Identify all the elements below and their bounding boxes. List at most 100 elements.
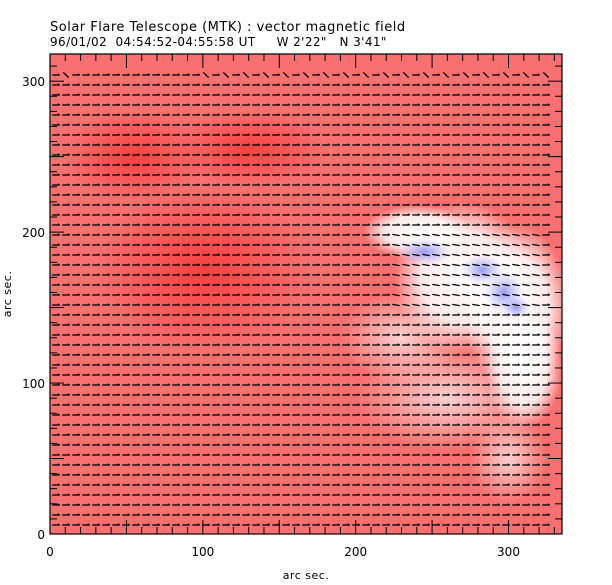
vector-arrowhead bbox=[117, 213, 121, 216]
vector-arrowhead bbox=[507, 463, 511, 466]
vector-arrowhead bbox=[267, 173, 271, 176]
vector-arrowhead bbox=[287, 403, 291, 406]
vector-arrowhead bbox=[467, 223, 471, 226]
vector-arrowhead bbox=[287, 453, 291, 456]
vector-arrowhead bbox=[327, 233, 331, 236]
vector-arrowhead bbox=[237, 343, 241, 346]
vector-arrowhead bbox=[227, 433, 231, 436]
vector-arrowhead bbox=[87, 483, 91, 486]
vector-arrowhead bbox=[57, 133, 61, 136]
vector-arrowhead bbox=[107, 83, 111, 86]
vector-arrowhead bbox=[217, 93, 221, 96]
vector-arrowhead bbox=[87, 253, 91, 256]
vector-arrowhead bbox=[467, 143, 471, 146]
vector-arrowhead bbox=[217, 293, 221, 296]
vector-arrowhead bbox=[427, 403, 431, 406]
vector-arrowhead bbox=[117, 423, 121, 426]
vector-arrowhead bbox=[137, 213, 141, 216]
vector-arrowhead bbox=[127, 73, 131, 76]
vector-arrowhead bbox=[287, 113, 291, 116]
vector-arrowhead bbox=[387, 483, 391, 486]
vector-arrowhead bbox=[307, 423, 311, 426]
vector-arrowhead bbox=[507, 513, 511, 516]
vector-arrowhead bbox=[417, 393, 421, 396]
vector-arrowhead bbox=[247, 333, 251, 336]
vector-arrowhead bbox=[57, 243, 61, 246]
vector-arrowhead bbox=[457, 103, 461, 106]
vector-arrowhead bbox=[87, 113, 91, 116]
vector-arrowhead bbox=[257, 333, 261, 336]
vector-arrowhead bbox=[167, 423, 171, 426]
vector-arrowhead bbox=[67, 93, 71, 96]
vector-arrowhead bbox=[187, 383, 191, 386]
vector-arrowhead bbox=[147, 443, 151, 446]
vector-arrowhead bbox=[337, 333, 341, 336]
vector-arrowhead bbox=[147, 413, 151, 416]
vector-arrowhead bbox=[87, 293, 91, 296]
vector-arrowhead bbox=[407, 393, 411, 396]
vector-arrowhead bbox=[147, 233, 151, 236]
vector-arrowhead bbox=[157, 93, 161, 96]
vector-arrow bbox=[402, 283, 410, 287]
vector-arrowhead bbox=[177, 363, 181, 366]
vector-arrowhead bbox=[197, 363, 201, 366]
vector-arrowhead bbox=[307, 313, 311, 316]
vector-arrowhead bbox=[157, 143, 161, 146]
vector-arrowhead bbox=[157, 173, 161, 176]
vector-arrowhead bbox=[327, 493, 331, 496]
vector-arrowhead bbox=[57, 483, 61, 486]
vector-arrowhead bbox=[157, 413, 161, 416]
vector-arrowhead bbox=[207, 133, 211, 136]
vector-arrowhead bbox=[337, 153, 341, 156]
vector-arrowhead bbox=[167, 263, 171, 266]
vector-arrowhead bbox=[57, 323, 61, 326]
vector-arrowhead bbox=[297, 353, 301, 356]
vector-arrowhead bbox=[107, 123, 111, 126]
vector-arrow bbox=[402, 233, 410, 237]
vector-arrowhead bbox=[147, 423, 151, 426]
vector-arrowhead bbox=[377, 333, 381, 336]
vector-arrowhead bbox=[497, 83, 501, 86]
vector-arrowhead bbox=[277, 83, 281, 86]
vector-arrowhead bbox=[417, 153, 421, 156]
vector-arrowhead bbox=[197, 193, 201, 196]
vector-arrowhead bbox=[187, 373, 191, 376]
vector-arrowhead bbox=[197, 303, 201, 306]
weak-field-region bbox=[470, 413, 547, 504]
vector-arrowhead bbox=[197, 283, 201, 286]
vector-arrowhead bbox=[357, 163, 361, 166]
vector-arrowhead bbox=[417, 503, 421, 506]
vector-arrowhead bbox=[147, 93, 151, 96]
vector-arrowhead bbox=[447, 453, 451, 456]
vector-arrowhead bbox=[147, 213, 151, 216]
vector-arrowhead bbox=[107, 93, 111, 96]
vector-arrowhead bbox=[187, 303, 191, 306]
vector-arrowhead bbox=[197, 443, 201, 446]
vector-arrowhead bbox=[87, 353, 91, 356]
vector-arrowhead bbox=[407, 123, 411, 126]
vector-arrow bbox=[402, 71, 410, 79]
vector-arrow bbox=[462, 293, 470, 297]
vector-arrowhead bbox=[337, 273, 341, 276]
vector-arrow bbox=[432, 253, 440, 257]
vector-arrowhead bbox=[547, 293, 551, 296]
vector-arrowhead bbox=[167, 373, 171, 376]
vector-arrowhead bbox=[347, 173, 351, 176]
vector-arrowhead bbox=[537, 463, 541, 466]
vector-arrowhead bbox=[477, 313, 481, 316]
vector-arrowhead bbox=[307, 463, 311, 466]
vector-arrowhead bbox=[337, 83, 341, 86]
vector-arrowhead bbox=[347, 223, 351, 226]
vector-arrowhead bbox=[367, 103, 371, 106]
vector-arrowhead bbox=[527, 383, 531, 386]
vector-arrowhead bbox=[117, 483, 121, 486]
vector-arrowhead bbox=[447, 423, 451, 426]
vector-arrow bbox=[392, 293, 400, 297]
vector-arrowhead bbox=[117, 103, 121, 106]
vector-arrowhead bbox=[57, 503, 61, 506]
vector-arrowhead bbox=[177, 133, 181, 136]
vector-arrowhead bbox=[277, 503, 281, 506]
vector-arrowhead bbox=[127, 183, 131, 186]
vector-arrowhead bbox=[337, 283, 341, 286]
vector-arrowhead bbox=[207, 103, 211, 106]
